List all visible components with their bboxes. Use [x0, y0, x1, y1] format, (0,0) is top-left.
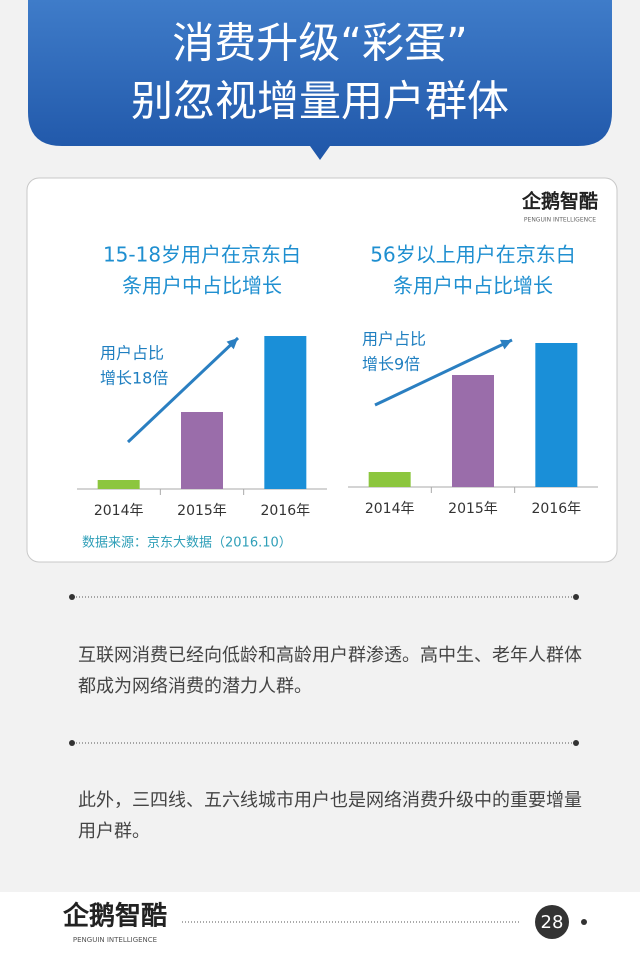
x-tick-label: 2016年	[261, 503, 311, 519]
bar	[181, 412, 223, 489]
paragraph: 此外，三四线、五六线城市用户也是网络消费升级中的重要增量用户群。	[78, 790, 582, 842]
footer-dot	[581, 919, 587, 925]
logo: 企鹅智酷	[521, 190, 598, 213]
bar	[452, 375, 494, 487]
arrow-head	[226, 338, 238, 350]
annotation: 增长9倍	[362, 355, 420, 374]
annotation: 用户占比	[362, 330, 426, 349]
header-title: 消费升级“彩蛋”	[172, 19, 468, 68]
footer-tagline: PENGUIN INTELLIGENCE	[73, 936, 157, 944]
logo-tagline: PENGUIN INTELLIGENCE	[524, 217, 596, 224]
arrow-head	[500, 339, 512, 350]
bar	[368, 472, 411, 487]
x-tick-label: 2014年	[365, 501, 415, 517]
chart-title: 条用户中占比增长	[122, 274, 282, 298]
bar	[535, 343, 578, 487]
chart-title: 56岁以上用户在京东白	[370, 243, 575, 267]
paragraph: 互联网消费已经向低龄和高龄用户群渗透。高中生、老年人群体都成为网络消费的潜力人群…	[78, 645, 582, 697]
divider	[69, 594, 579, 746]
annotation: 用户占比	[100, 344, 164, 363]
trend-arrow	[126, 336, 240, 444]
x-tick-label: 2015年	[448, 501, 498, 517]
page-badge	[535, 905, 569, 939]
footer	[0, 892, 640, 960]
x-tick-label: 2016年	[532, 501, 582, 517]
chart-title: 条用户中占比增长	[393, 274, 553, 298]
source: 数据来源：京东大数据（2016.10）	[82, 536, 292, 551]
bar	[97, 480, 140, 489]
annotation: 增长18倍	[100, 369, 168, 388]
page-number: 28	[541, 912, 564, 933]
header-title: 别忽视增量用户群体	[131, 77, 509, 126]
header-banner	[28, 0, 612, 160]
bar	[264, 336, 307, 489]
x-tick-label: 2014年	[94, 503, 144, 519]
chart-title: 15-18岁用户在京东白	[103, 243, 301, 267]
footer-logo: 企鹅智酷	[63, 901, 167, 932]
trend-arrow	[374, 338, 513, 407]
x-tick-label: 2015年	[177, 503, 227, 519]
